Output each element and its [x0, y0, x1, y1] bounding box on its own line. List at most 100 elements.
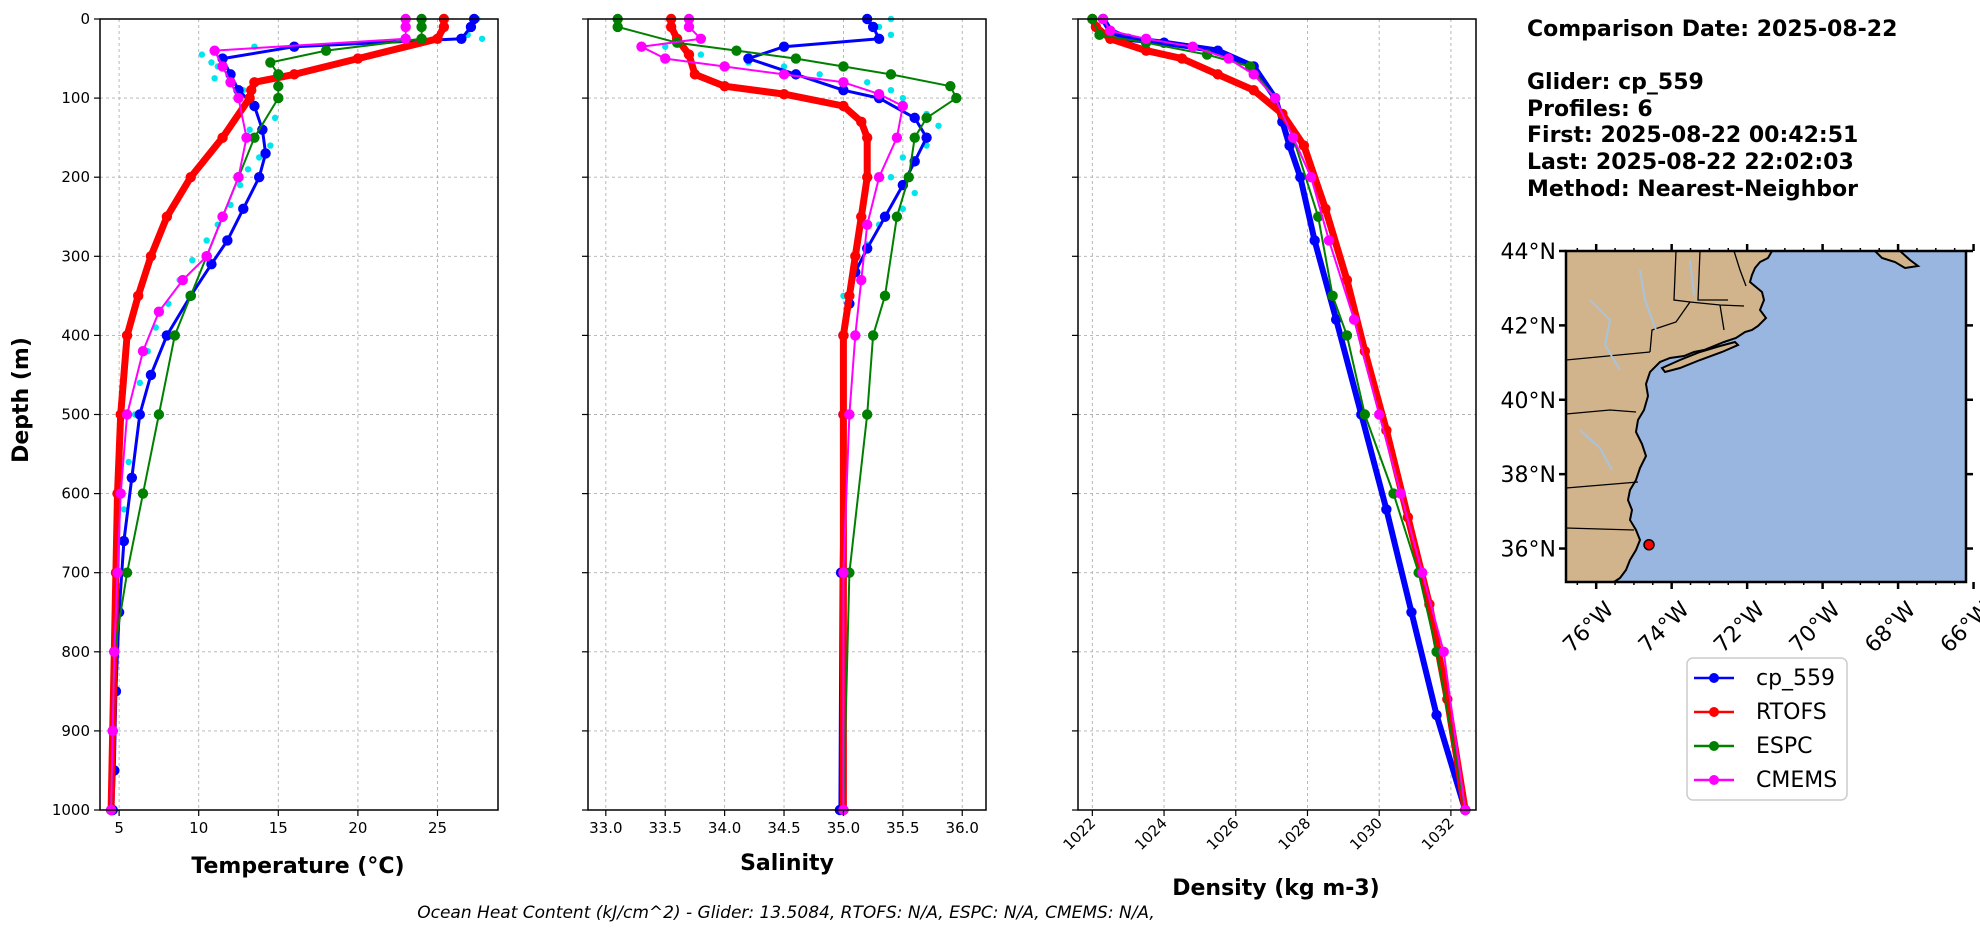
series-marker-cp-559 — [1381, 504, 1392, 515]
y-tick-label: 1000 — [52, 801, 90, 819]
series-marker-espc — [320, 45, 332, 56]
series-marker-espc — [416, 33, 427, 44]
series-line-cp-559 — [111, 17, 476, 812]
series-marker-cmems — [683, 21, 695, 33]
last-time: Last: 2025-08-22 22:02:03 — [1527, 150, 1854, 175]
series-marker-cmems — [856, 274, 867, 286]
series-marker-cp-559 — [743, 53, 754, 64]
map-lon-label: 74°W — [1634, 597, 1695, 658]
first-time: First: 2025-08-22 00:42:51 — [1527, 123, 1858, 148]
x-tick-label: 1022 — [1059, 814, 1099, 854]
series-marker-rtofs — [1212, 69, 1224, 80]
series-marker-cp-559 — [126, 472, 138, 483]
map-lat-label: 44°N — [1501, 240, 1556, 265]
series-marker-cmems — [695, 33, 707, 44]
series-marker-cmems — [217, 211, 228, 222]
series-marker-cp-559 — [1284, 140, 1295, 151]
x-tick-label: 1028 — [1275, 814, 1315, 854]
salinity-panel: 33.0 33.5 34.0 34.5 35.0 35.5 36.0 — [582, 13, 987, 837]
series-marker-cmems — [1287, 132, 1299, 143]
series-marker-cmems — [233, 92, 244, 104]
series-marker-cmems — [1105, 25, 1116, 37]
series-marker-cp-559 — [238, 203, 249, 215]
series-marker-cmems — [873, 88, 885, 100]
glider-name: Glider: cp_559 — [1527, 70, 1704, 95]
series-marker-espc — [1244, 61, 1256, 72]
series-marker-cmems — [209, 45, 220, 56]
series-marker-cmems — [838, 567, 849, 578]
series-marker-rtofs — [432, 33, 443, 44]
series-marker-cmems — [1187, 41, 1198, 52]
map-lon-label: 66°W — [1936, 597, 1980, 658]
series-marker-rtofs — [719, 81, 730, 92]
series-marker-espc — [121, 567, 133, 578]
series-marker-rtofs — [1248, 84, 1259, 96]
series-marker-cmems — [107, 725, 118, 737]
y-tick-label: 500 — [61, 406, 90, 424]
series-line-espc — [616, 18, 958, 811]
series-marker-espc — [951, 92, 962, 104]
series-marker-cp-559 — [867, 21, 879, 33]
glider-data-point — [203, 237, 210, 244]
series-marker-cmems — [719, 61, 730, 72]
series-marker-espc — [891, 211, 903, 222]
series-marker-cp-559 — [254, 172, 265, 183]
series-marker-cmems — [778, 69, 790, 80]
density-panel: 1022 1024 1026 1028 1030 1032 — [1059, 13, 1477, 854]
series-marker-rtofs — [1320, 203, 1331, 215]
series-marker-cp-559 — [260, 148, 271, 159]
series-marker-espc — [861, 409, 873, 420]
series-marker-cmems — [1438, 646, 1449, 657]
series-marker-espc — [731, 45, 742, 56]
glider-data-point — [211, 75, 218, 82]
series-marker-cmems — [1223, 53, 1234, 64]
series-marker-espc — [945, 81, 956, 92]
y-tick-label: 200 — [61, 168, 90, 186]
series-marker-cmems — [838, 77, 849, 88]
y-tick-label: 400 — [61, 326, 90, 344]
series-marker-espc — [885, 69, 897, 80]
series-marker-espc — [1359, 409, 1371, 420]
series-marker-rtofs — [1140, 45, 1152, 56]
series-line-rtofs — [107, 15, 448, 814]
series-marker-rtofs — [1176, 53, 1188, 64]
series-marker-cmems — [233, 172, 244, 183]
series-marker-cmems — [109, 646, 120, 657]
state-borders — [1566, 251, 1747, 531]
series-marker-espc — [1431, 646, 1442, 657]
series-marker-cmems — [153, 306, 165, 317]
series-marker-cmems — [1140, 33, 1152, 44]
series-marker-cmems — [225, 77, 236, 88]
glider-data-point — [899, 205, 907, 213]
info-block: Comparison Date: 2025-08-22 Glider: cp_5… — [1527, 17, 1897, 202]
series-marker-cmems — [850, 330, 861, 341]
series-marker-cmems — [1323, 235, 1335, 246]
series-marker-cmems — [400, 33, 411, 44]
glider-data-point — [120, 506, 128, 513]
series-marker-rtofs — [185, 172, 196, 183]
series-marker-rtofs — [861, 172, 873, 183]
series-marker-rtofs — [683, 49, 695, 60]
series-marker-espc — [273, 81, 284, 92]
series-marker-cmems — [1270, 92, 1281, 104]
location-map: 44°N 42°N 40°N 38°N 36°N 76°W 74°W 72°W 70°W 68°W… — [1501, 240, 1980, 658]
glider-data-point — [887, 86, 895, 94]
glider-data-point — [125, 458, 132, 466]
glider-data-point — [271, 114, 279, 122]
series-marker-cmems — [1348, 314, 1360, 325]
series-line-cmems — [640, 18, 904, 811]
x-tick-label: 33.0 — [589, 819, 622, 837]
series-marker-cmems — [873, 172, 885, 183]
x-tick-label: 36.0 — [946, 819, 979, 837]
x-tick-label: 34.5 — [767, 819, 800, 837]
series-marker-cmems — [636, 41, 647, 52]
series-marker-cp-559 — [118, 535, 130, 547]
glider-data-point — [899, 154, 907, 161]
series-marker-espc — [137, 488, 149, 499]
glider-data-point — [662, 43, 669, 50]
series-marker-rtofs — [217, 132, 228, 143]
series-marker-cp-559 — [838, 84, 849, 96]
series-marker-cp-559 — [879, 211, 891, 222]
series-marker-cmems — [112, 567, 123, 578]
